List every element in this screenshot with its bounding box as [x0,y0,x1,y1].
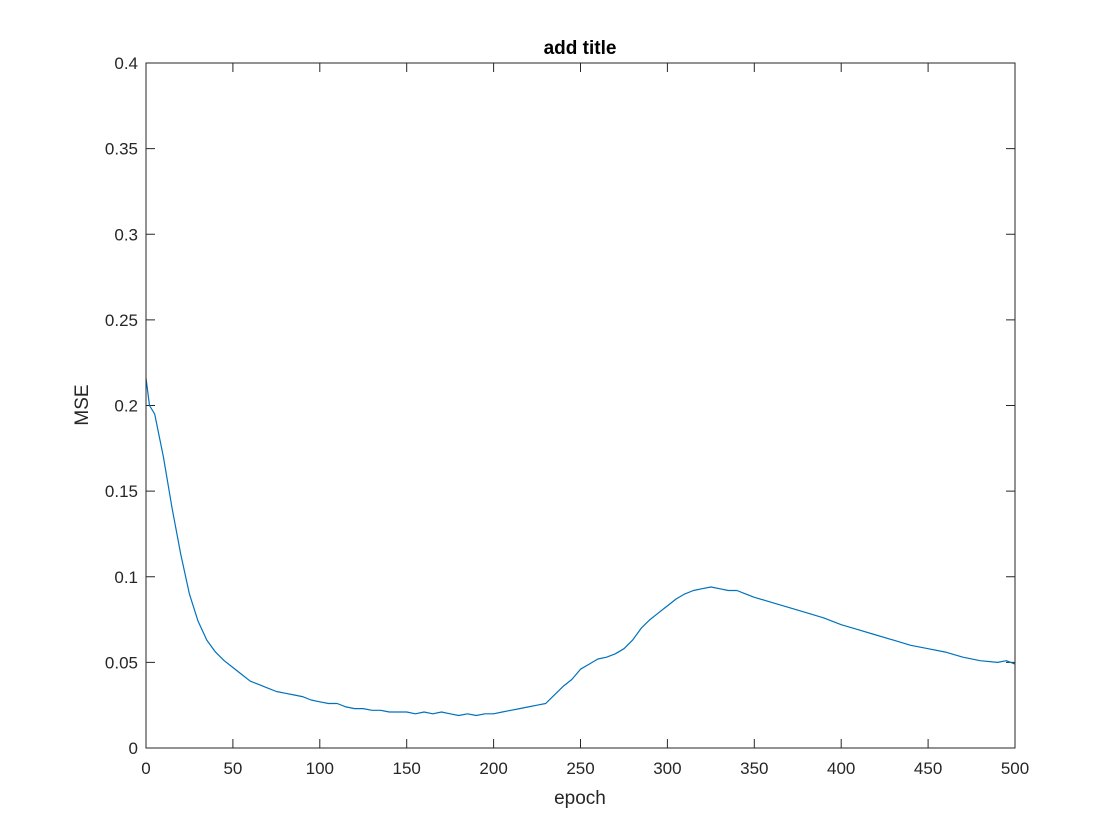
y-tick-label: 0.15 [105,482,138,501]
series-line [145,378,1016,717]
y-axis-title: MSE [72,384,93,425]
y-tick-label: 0.3 [114,225,138,244]
x-tick-label: 450 [914,759,942,778]
x-tick-label: 250 [566,759,594,778]
x-tick-label: 200 [479,759,507,778]
x-tick-label: 500 [1001,759,1029,778]
y-tick-label: 0.25 [105,311,138,330]
y-tick-label: 0.35 [105,140,138,159]
x-tick-label: 400 [827,759,855,778]
series-layer [145,378,1016,717]
plot-area-frame [145,62,1016,749]
y-tick-label: 0 [129,739,138,758]
x-tick-label: 300 [653,759,681,778]
y-tick-label: 0.1 [114,568,138,587]
x-tick-label: 50 [223,759,242,778]
axis-ticks: 0 50 100 150 200 250 300 350 400 450 500 0 0.05 0.1 0.… [105,54,1029,778]
x-tick-label: 350 [740,759,768,778]
y-tick-label: 0.2 [114,397,138,416]
y-tick-label: 0.05 [105,653,138,672]
x-tick-label: 0 [141,759,150,778]
chart-title: add title [544,38,617,59]
y-tick-label: 0.4 [114,54,138,73]
x-tick-label: 150 [393,759,421,778]
x-tick-label: 100 [306,759,334,778]
x-axis-title: epoch [554,788,606,809]
